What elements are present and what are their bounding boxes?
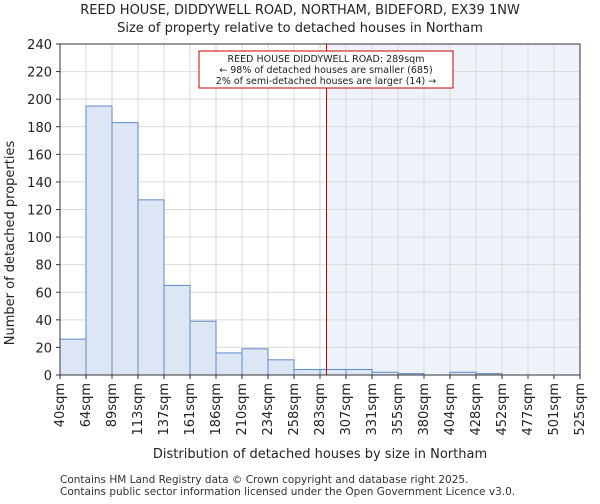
histogram-bar — [345, 368, 373, 376]
y-tick-label: 60 — [35, 286, 52, 301]
x-tick-label: 404sqm — [443, 383, 458, 436]
histogram-bar — [111, 122, 139, 376]
x-tick-label: 380sqm — [417, 383, 432, 436]
histogram-bar — [59, 338, 87, 376]
annotation-box: REED HOUSE DIDDYWELL ROAD: 289sqm ← 98% … — [198, 50, 454, 89]
x-axis-label: Distribution of detached houses by size … — [153, 447, 487, 462]
footer-line-2: Contains public sector information licen… — [60, 486, 515, 498]
x-tick-label: 283sqm — [313, 383, 328, 436]
y-axis-label: Number of detached properties — [3, 141, 18, 346]
y-tick-label: 240 — [27, 38, 52, 53]
x-tick-label: 89sqm — [105, 383, 120, 427]
x-tick-label: 113sqm — [131, 383, 146, 436]
y-tick-label: 80 — [35, 259, 52, 274]
x-tick-label: 64sqm — [79, 383, 94, 427]
y-tick-label: 20 — [35, 341, 52, 356]
histogram-bar — [189, 320, 217, 376]
y-tick-label: 120 — [27, 204, 52, 219]
x-tick-label: 137sqm — [157, 383, 172, 436]
chart-title: REED HOUSE, DIDDYWELL ROAD, NORTHAM, BID… — [80, 3, 520, 18]
x-tick-label: 525sqm — [573, 383, 588, 436]
x-tick-label: 234sqm — [261, 383, 276, 436]
y-tick-label: 160 — [27, 148, 52, 163]
histogram-bar — [85, 105, 113, 376]
y-tick-label: 180 — [27, 121, 52, 136]
y-tick-label: 100 — [27, 231, 52, 246]
y-tick-label: 40 — [35, 314, 52, 329]
x-tick-label: 477sqm — [521, 383, 536, 436]
y-axis-ticks: 0 20 40 60 80 100 120 140 160 180 200 220 240 — [27, 38, 60, 384]
histogram-bar — [267, 359, 295, 376]
annotation-line-2: ← 98% of detached houses are smaller (68… — [219, 65, 432, 76]
annotation-line-3: 2% of semi-detached houses are larger (1… — [216, 76, 436, 87]
x-tick-label: 40sqm — [53, 383, 68, 427]
y-tick-label: 140 — [27, 176, 52, 191]
x-tick-label: 331sqm — [365, 383, 380, 436]
x-tick-label: 210sqm — [235, 383, 250, 436]
x-tick-label: 258sqm — [287, 383, 302, 436]
chart-subtitle: Size of property relative to detached ho… — [117, 21, 483, 36]
footer-line-1: Contains HM Land Registry data © Crown c… — [60, 474, 468, 486]
annotation-border — [198, 50, 454, 89]
annotation-line-1: REED HOUSE DIDDYWELL ROAD: 289sqm — [228, 54, 425, 65]
histogram-bar — [215, 352, 243, 376]
bars — [59, 105, 503, 376]
x-tick-label: 161sqm — [183, 383, 198, 436]
x-tick-label: 428sqm — [469, 383, 484, 436]
y-tick-label: 200 — [27, 93, 52, 108]
x-tick-label: 501sqm — [547, 383, 562, 436]
histogram-bar — [163, 284, 191, 376]
x-axis-ticks: 40sqm 64sqm 89sqm 113sqm 137sqm 161sqm 186sqm 2… — [53, 375, 588, 436]
x-tick-label: 186sqm — [209, 383, 224, 436]
y-tick-label: 220 — [27, 66, 52, 81]
y-tick-label: 0 — [44, 369, 52, 384]
x-tick-label: 307sqm — [339, 383, 354, 436]
histogram-bar — [137, 199, 165, 376]
x-tick-label: 355sqm — [391, 383, 406, 436]
histogram-bar — [241, 348, 269, 376]
histogram-bar — [319, 368, 347, 376]
x-tick-label: 452sqm — [495, 383, 510, 436]
histogram-bar — [293, 368, 321, 376]
